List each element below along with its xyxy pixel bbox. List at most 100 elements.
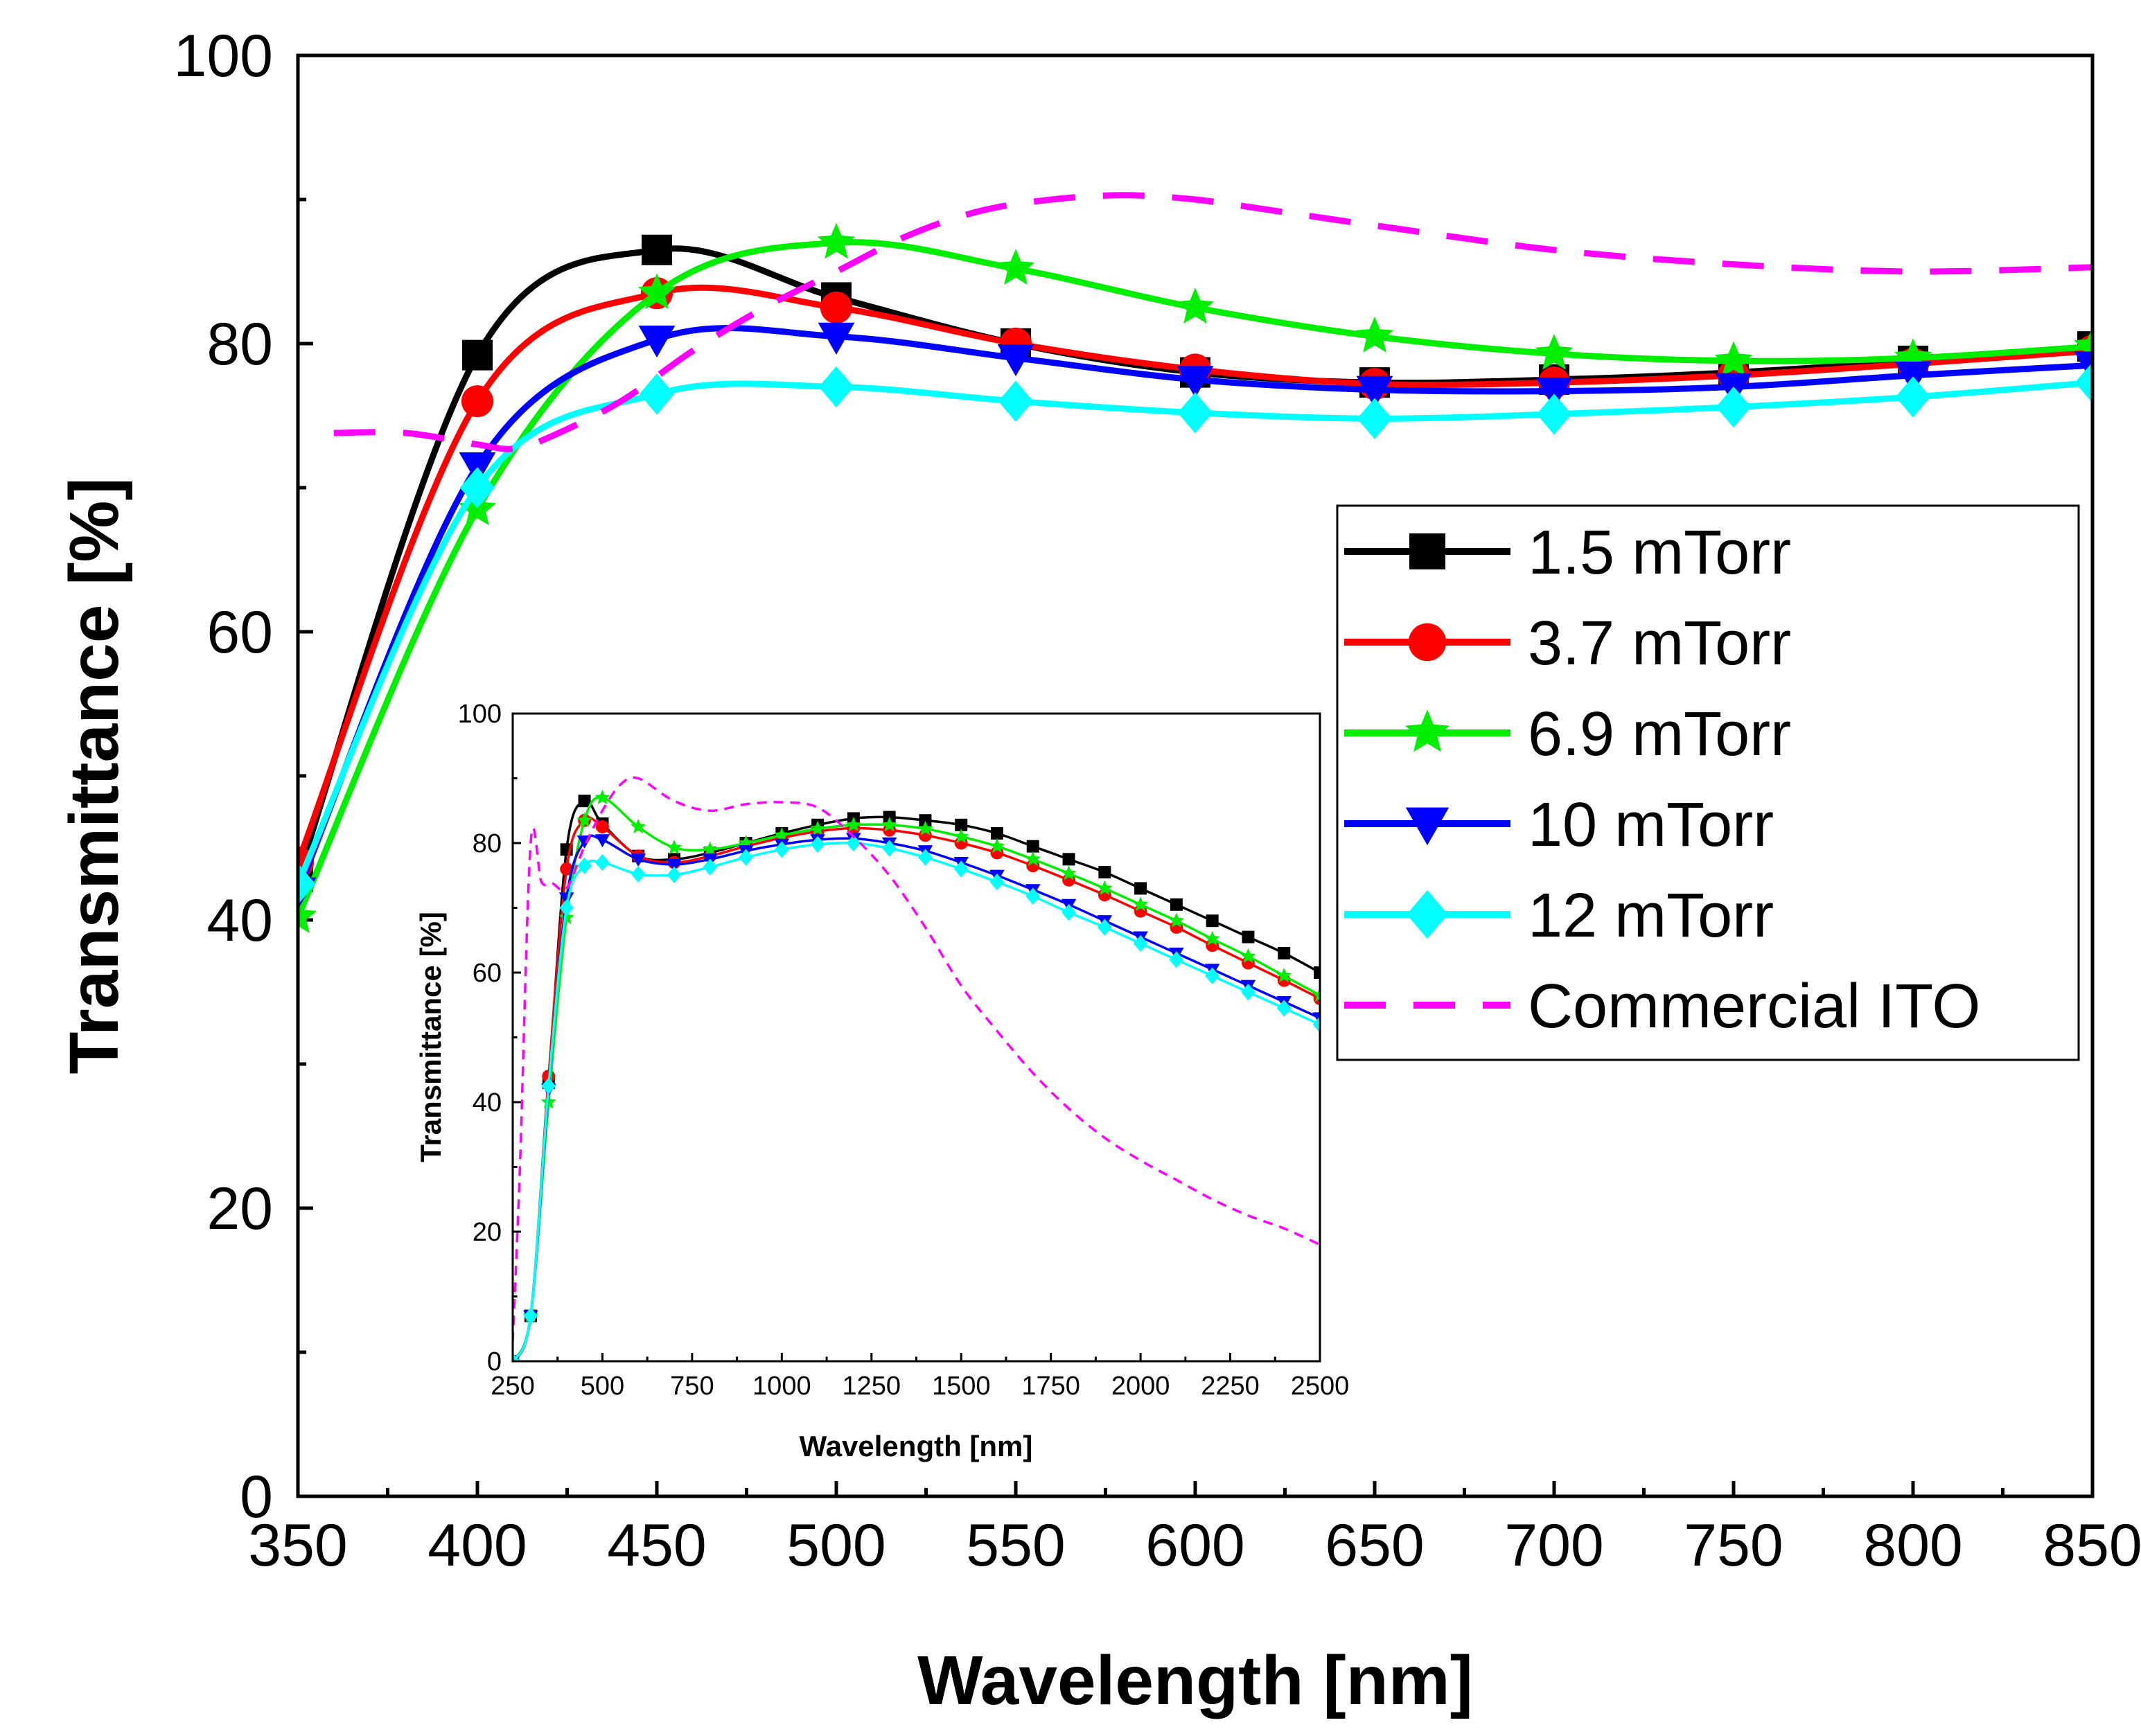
main-chart: 350 400 450 500 550 600 650 700 750 800 8500204060… xyxy=(55,23,2141,1719)
main-point-6-9-mtorr xyxy=(637,273,676,310)
legend-marker-12-mtorr xyxy=(1407,889,1448,939)
inset-point-1-5-mtorr xyxy=(1242,930,1255,944)
inset-point-12-mtorr xyxy=(774,841,789,858)
main-line-3-7-mtorr xyxy=(298,284,2092,864)
inset-plot-frame xyxy=(511,712,1321,1363)
inset-point-12-mtorr xyxy=(703,858,718,876)
inset-x-tick-label: 250 xyxy=(491,1372,534,1401)
main-y-tick-label: 60 xyxy=(206,599,273,666)
main-x-tick-label: 600 xyxy=(1145,1512,1245,1579)
inset-x-tick-label: 2250 xyxy=(1201,1372,1260,1401)
main-x-tick-label: 650 xyxy=(1325,1512,1425,1579)
inset-x-axis-title: Wavelength [nm] xyxy=(800,1430,1033,1462)
inset-x-tick-label: 500 xyxy=(581,1372,624,1401)
legend-item-3-7-mtorr: 3.7 mTorr xyxy=(1344,609,1791,678)
main-x-tick-label: 500 xyxy=(786,1512,886,1579)
main-x-tick-label: 400 xyxy=(428,1512,527,1579)
inset-point-12-mtorr xyxy=(810,835,825,853)
main-x-axis-title: Wavelength [nm] xyxy=(917,1642,1473,1719)
main-y-tick-label: 40 xyxy=(206,887,273,954)
inset-series-commercial-ito xyxy=(513,776,1320,1343)
inset-y-tick-label: 100 xyxy=(458,700,502,729)
inset-point-12-mtorr xyxy=(846,834,861,852)
legend-label-commercial-ito: Commercial ITO xyxy=(1528,972,1980,1041)
inset-point-6-9-mtorr xyxy=(989,838,1005,853)
inset-point-6-9-mtorr xyxy=(1240,948,1256,964)
inset-point-1-5-mtorr xyxy=(1314,966,1320,979)
inset-point-10-mtorr xyxy=(667,858,682,872)
legend-item-6-9-mtorr: 6.9 mTorr xyxy=(1344,700,1791,769)
main-y-tick-label: 100 xyxy=(174,23,274,89)
inset-point-12-mtorr xyxy=(739,849,753,866)
main-point-10-mtorr xyxy=(2074,351,2092,384)
inset-series-6-9-mtorr xyxy=(513,789,1320,1361)
main-y-tick-label: 20 xyxy=(206,1176,273,1242)
main-x-tick-label: 450 xyxy=(607,1512,707,1579)
inset-point-6-9-mtorr xyxy=(917,820,933,835)
inset-point-1-5-mtorr xyxy=(1170,898,1183,911)
inset-line-commercial-ito xyxy=(513,776,1320,1343)
main-point-12-mtorr xyxy=(459,467,495,508)
legend-label-12-mtorr: 12 mTorr xyxy=(1528,881,1774,950)
inset-point-6-9-mtorr xyxy=(1097,880,1113,895)
inset-point-12-mtorr xyxy=(882,840,897,857)
inset-point-1-5-mtorr xyxy=(1206,914,1219,928)
main-point-10-mtorr xyxy=(1356,375,1393,408)
inset-point-12-mtorr xyxy=(1169,951,1184,968)
inset-y-axis-title: Transmittance [%] xyxy=(414,912,447,1162)
inset-point-12-mtorr xyxy=(559,899,574,916)
main-point-6-9-mtorr xyxy=(298,897,317,933)
main-y-tick-label: 0 xyxy=(240,1464,273,1530)
legend-label-10-mtorr: 10 mTorr xyxy=(1528,790,1774,860)
legend-box xyxy=(1336,504,2080,1061)
inset-point-6-9-mtorr xyxy=(1204,930,1220,946)
inset-point-6-9-mtorr xyxy=(1312,987,1320,1002)
legend-item-1-5-mtorr: 1.5 mTorr xyxy=(1344,518,1791,587)
main-x-tick-label: 550 xyxy=(966,1512,1066,1579)
inset-point-1-5-mtorr xyxy=(1134,882,1147,895)
main-x-tick-label: 800 xyxy=(1863,1512,1963,1579)
inset-point-6-9-mtorr xyxy=(1133,896,1149,912)
inset-y-tick-label: 40 xyxy=(473,1088,502,1117)
main-point-12-mtorr xyxy=(818,366,854,408)
inset-point-12-mtorr xyxy=(1025,887,1041,905)
inset-point-1-5-mtorr xyxy=(1098,866,1111,879)
main-line-10-mtorr xyxy=(298,325,2092,893)
inset-point-6-9-mtorr xyxy=(845,817,861,832)
inset-point-12-mtorr xyxy=(1061,903,1076,921)
legend-marker-10-mtorr xyxy=(1405,807,1450,846)
main-point-3-7-mtorr xyxy=(461,385,494,418)
inset-point-12-mtorr xyxy=(631,865,646,883)
legend-item-12-mtorr: 12 mTorr xyxy=(1344,881,1774,950)
inset-point-12-mtorr xyxy=(513,1352,520,1361)
main-series-commercial-ito xyxy=(333,192,2092,452)
legend-label-3-7-mtorr: 3.7 mTorr xyxy=(1528,609,1791,678)
main-point-12-mtorr xyxy=(1536,393,1572,435)
main-point-10-mtorr xyxy=(638,325,676,358)
legend-marker-6-9-mtorr xyxy=(1404,709,1450,752)
inset-point-12-mtorr xyxy=(523,1307,538,1325)
legend-item-commercial-ito: Commercial ITO xyxy=(1344,972,1980,1041)
inset-point-6-9-mtorr xyxy=(558,909,574,924)
main-point-6-9-mtorr xyxy=(817,222,856,259)
inset-point-12-mtorr xyxy=(989,873,1005,891)
inset-line-12-mtorr xyxy=(513,841,1320,1361)
main-point-10-mtorr xyxy=(818,322,855,355)
inset-point-12-mtorr xyxy=(918,849,933,866)
inset-point-6-9-mtorr xyxy=(1276,968,1292,983)
inset-point-1-5-mtorr xyxy=(1278,946,1291,959)
inset-point-6-9-mtorr xyxy=(1061,865,1077,880)
inset-x-tick-label: 1250 xyxy=(843,1372,901,1401)
main-point-6-9-mtorr xyxy=(1355,317,1394,353)
main-y-tick-label: 80 xyxy=(206,311,273,378)
inset-x-tick-label: 1500 xyxy=(932,1372,991,1401)
inset-point-6-9-mtorr xyxy=(702,841,718,856)
inset-point-12-mtorr xyxy=(595,853,610,871)
main-x-tick-label: 750 xyxy=(1684,1512,1783,1579)
inset-point-10-mtorr xyxy=(594,834,610,848)
main-point-12-mtorr xyxy=(2074,362,2092,403)
inset-point-6-9-mtorr xyxy=(953,829,969,844)
main-point-10-mtorr xyxy=(1535,377,1573,410)
inset-x-tick-label: 2500 xyxy=(1291,1372,1350,1401)
inset-point-12-mtorr xyxy=(667,866,682,883)
